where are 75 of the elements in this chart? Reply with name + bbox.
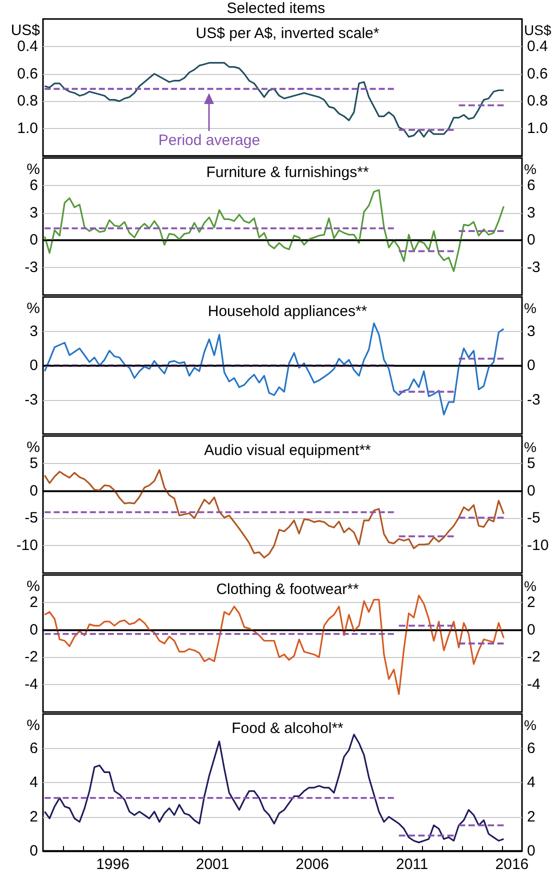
chart-subtitle: US$ per A$, inverted scale* (196, 25, 380, 42)
y-tick-label: 0.8 (17, 92, 38, 110)
line-series (44, 734, 504, 844)
y2-tick-label: 6 (527, 740, 536, 757)
y2-tick-label: 1.0 (527, 120, 548, 138)
y-tick-label: 0 (30, 842, 38, 860)
y-axis-title: % (26, 578, 40, 595)
y2-tick-label: 4 (527, 774, 536, 791)
y-tick-label: -3 (24, 391, 38, 408)
y2-tick-label: 0 (527, 232, 536, 249)
y-tick-label: 0 (30, 621, 38, 638)
x-tick-label: 2001 (196, 856, 230, 873)
y-tick-label: 2 (30, 594, 38, 611)
line-series (44, 322, 504, 416)
chart-title: Household appliances** (208, 303, 368, 320)
y-axis-title: % (26, 300, 40, 317)
y2-axis-title: % (524, 578, 536, 594)
y2-axis-title: % (524, 717, 536, 733)
y-axis-title: % (26, 439, 40, 456)
y2-tick-label: 2 (527, 808, 536, 826)
y2-tick-label: 0.4 (527, 38, 548, 55)
y2-tick-label: 5 (527, 454, 536, 472)
y2-axis-title: % (524, 161, 536, 177)
y-tick-label: 0 (30, 482, 38, 500)
y-tick-label: -2 (24, 648, 38, 666)
y2-axis-title: % (524, 439, 536, 455)
y-axis-title: US$ (10, 22, 40, 39)
line-series (44, 189, 504, 272)
y2-tick-label: -4 (527, 676, 540, 694)
y-tick-label: 3 (30, 204, 38, 222)
y2-tick-label: -10 (527, 537, 549, 554)
y2-axis-title: US$ (524, 22, 552, 38)
y2-tick-label: 0 (527, 482, 536, 500)
y2-tick-label: 2 (527, 594, 536, 611)
y-tick-label: -5 (24, 510, 38, 527)
x-tick-label: 2016 (495, 856, 529, 873)
chart-title: Furniture & furnishings** (206, 164, 369, 181)
chart-title: Selected items (226, 0, 326, 18)
y-tick-label: 6 (30, 176, 38, 194)
y2-tick-label: 0 (527, 621, 536, 638)
y-tick-label: 3 (30, 322, 38, 340)
y-tick-label: 0.4 (17, 38, 38, 55)
y2-tick-label: -3 (527, 259, 540, 276)
y-tick-label: -10 (16, 537, 38, 554)
y2-tick-label: 3 (527, 204, 536, 222)
x-tick-label: 2011 (396, 856, 428, 873)
chart-title: Clothing & footwear** (216, 581, 359, 598)
y-axis-title: % (26, 161, 40, 178)
y2-tick-label: 0.6 (527, 65, 548, 82)
y-tick-label: 1.0 (17, 120, 38, 138)
y-tick-label: 5 (30, 454, 38, 472)
chart-title: Food & alcohol** (232, 720, 344, 737)
y-tick-label: 4 (30, 774, 38, 791)
y2-tick-label: -3 (527, 391, 540, 408)
y2-tick-label: -5 (527, 510, 540, 527)
y-tick-label: 0.6 (17, 65, 38, 82)
y2-tick-label: 0 (527, 357, 536, 374)
y-tick-label: -3 (24, 259, 38, 276)
y-axis-title: % (26, 717, 40, 734)
y2-tick-label: 6 (527, 176, 536, 194)
y-tick-label: -4 (24, 676, 38, 694)
x-tick-label: 1996 (96, 856, 130, 873)
y2-tick-label: 0 (527, 842, 536, 860)
y-tick-label: 6 (30, 740, 38, 757)
y2-tick-label: -2 (527, 648, 540, 666)
y2-axis-title: % (524, 300, 536, 316)
line-series (44, 469, 504, 558)
y2-tick-label: 3 (527, 322, 536, 340)
x-tick-label: 2006 (296, 856, 330, 873)
y-tick-label: 0 (30, 357, 38, 374)
y2-tick-label: 0.8 (527, 92, 548, 110)
y-tick-label: 0 (30, 232, 38, 249)
y-tick-label: 2 (30, 808, 38, 826)
chart-title: Audio visual equipment** (204, 442, 372, 459)
annotation: Period average (158, 132, 260, 149)
